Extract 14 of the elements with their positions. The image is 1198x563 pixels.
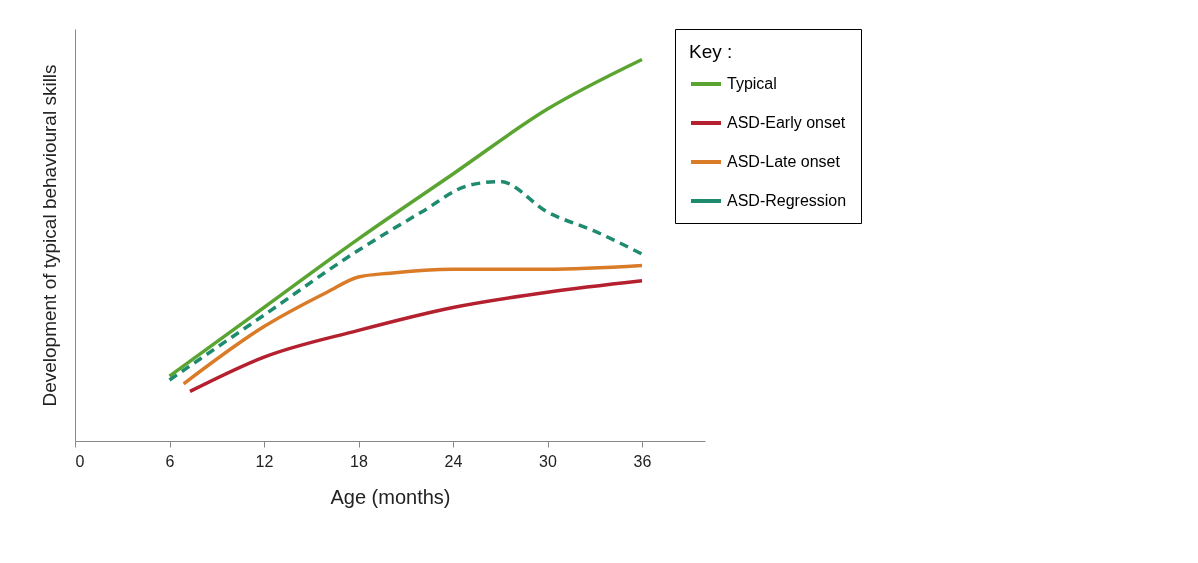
x-tick-label: 36 <box>633 452 652 470</box>
x-tick-label: 24 <box>444 452 463 470</box>
x-tick-label: 6 <box>165 452 175 470</box>
x-axis-title: Age (months) <box>330 485 451 508</box>
legend-label: ASD-Early onset <box>727 114 846 131</box>
y-axis-title: Development of typical behavioural skills <box>38 64 60 407</box>
legend-label: Typical <box>727 75 777 92</box>
legend-title: Key : <box>689 41 733 62</box>
legend-label: ASD-Late onset <box>727 153 841 170</box>
x-tick-label: 12 <box>255 452 274 470</box>
legend-label: ASD-Regression <box>727 192 847 209</box>
x-tick-label: 30 <box>539 452 557 470</box>
x-tick-label: 0 <box>75 452 85 470</box>
x-tick-label: 18 <box>350 452 368 470</box>
